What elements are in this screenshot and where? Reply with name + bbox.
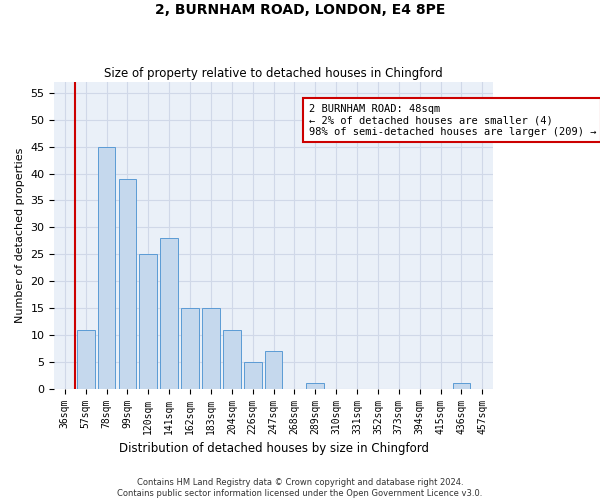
Text: 2, BURNHAM ROAD, LONDON, E4 8PE: 2, BURNHAM ROAD, LONDON, E4 8PE [155,2,445,16]
Text: Contains HM Land Registry data © Crown copyright and database right 2024.
Contai: Contains HM Land Registry data © Crown c… [118,478,482,498]
Bar [181,308,199,388]
Bar [139,254,157,388]
Bar [160,238,178,388]
Bar [98,146,115,388]
Bar [307,384,324,388]
Bar [77,330,95,388]
Text: 2 BURNHAM ROAD: 48sqm
← 2% of detached houses are smaller (4)
98% of semi-detach: 2 BURNHAM ROAD: 48sqm ← 2% of detached h… [308,104,596,136]
Y-axis label: Number of detached properties: Number of detached properties [15,148,25,323]
Bar [244,362,262,388]
Bar [452,384,470,388]
Bar [202,308,220,388]
X-axis label: Distribution of detached houses by size in Chingford: Distribution of detached houses by size … [119,442,428,455]
Bar [265,351,283,389]
Bar [119,179,136,388]
Bar [223,330,241,388]
Title: Size of property relative to detached houses in Chingford: Size of property relative to detached ho… [104,66,443,80]
